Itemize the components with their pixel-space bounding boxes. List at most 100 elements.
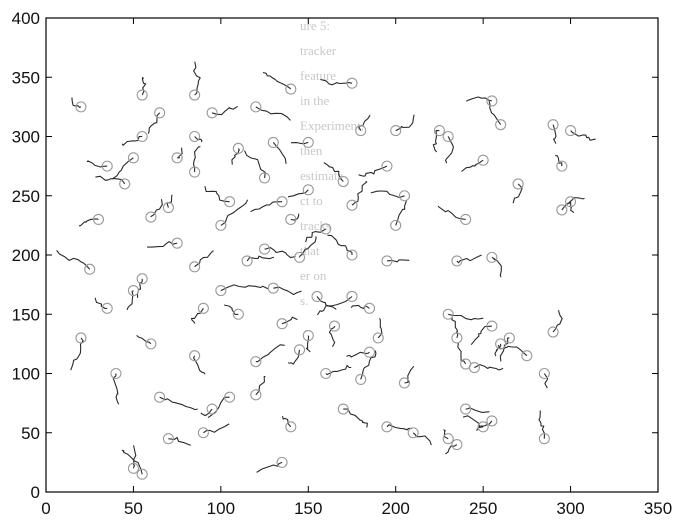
data-point-marker [215, 219, 227, 231]
y-tick-label: 300 [12, 128, 40, 147]
trajectory-track [305, 335, 311, 353]
trajectory-track [358, 165, 388, 177]
data-point-marker [127, 284, 139, 297]
data-point-marker [224, 391, 236, 403]
data-point-marker [398, 377, 411, 389]
data-point-marker [460, 403, 472, 415]
data-point-marker [503, 332, 515, 344]
data-point-marker [337, 175, 349, 188]
trajectory-track [461, 159, 484, 172]
data-point-marker [206, 107, 218, 119]
y-tick-label: 0 [31, 483, 40, 502]
y-tick-label: 100 [12, 365, 40, 384]
data-point-marker [127, 152, 139, 164]
trajectory-track [432, 130, 440, 153]
data-point-marker [162, 433, 174, 445]
data-point-marker [547, 119, 559, 131]
trajectory-track [272, 142, 287, 164]
data-point-marker [495, 338, 507, 350]
y-tick-label: 400 [12, 9, 40, 28]
data-point-marker [390, 125, 402, 137]
data-point-marker [372, 332, 384, 344]
trajectory-track [112, 157, 134, 180]
x-tick-label: 300 [556, 499, 584, 518]
trajectory-track [287, 189, 309, 198]
data-point-marker [565, 196, 577, 208]
data-point-marker [346, 290, 358, 303]
data-point-marker [381, 255, 393, 267]
trajectory-track [56, 250, 91, 270]
data-point-marker [512, 178, 524, 190]
data-point-marker [250, 389, 262, 401]
trajectory-track [346, 351, 370, 358]
trajectory-track [126, 290, 134, 311]
x-tick-label: 250 [469, 499, 497, 518]
data-point-marker [468, 362, 480, 374]
trajectory-track [465, 96, 493, 102]
data-point-marker [320, 367, 332, 380]
trajectory-track [287, 349, 301, 365]
trajectory-track [538, 410, 546, 439]
trajectory-track [445, 444, 458, 455]
data-point-marker [346, 249, 358, 261]
data-point-marker [433, 125, 445, 137]
x-tick-label: 200 [382, 499, 410, 518]
trajectory-track [325, 364, 352, 376]
data-point-marker [75, 101, 87, 113]
trajectory-track [555, 154, 563, 167]
data-point-marker [355, 373, 367, 385]
trajectory-track [290, 141, 309, 145]
trajectory-track [443, 429, 449, 440]
trajectory-track [264, 246, 296, 259]
trajectory-track [136, 334, 152, 345]
data-point-marker [451, 332, 463, 344]
trajectory-track [552, 124, 557, 144]
trajectory-track [462, 415, 484, 429]
data-point-marker [101, 160, 113, 172]
trajectory-track [255, 106, 291, 121]
data-point-marker [285, 421, 297, 433]
data-point-marker [145, 211, 157, 223]
data-point-marker [267, 136, 279, 148]
data-point-marker [197, 302, 209, 314]
trajectory-track [412, 432, 432, 446]
trajectory-track [132, 445, 137, 469]
data-point-marker [442, 433, 454, 445]
trajectory-track [561, 196, 585, 211]
background-print-line: Experiment, [300, 118, 364, 133]
data-point-marker [215, 284, 227, 297]
data-point-marker [302, 136, 314, 148]
trajectory-track [358, 114, 371, 131]
trajectory-track [360, 350, 377, 380]
x-tick-label: 100 [207, 499, 235, 518]
data-point-marker [477, 154, 489, 166]
trajectory-track [220, 199, 249, 226]
data-point-marker [189, 166, 201, 178]
data-point-marker [259, 243, 271, 255]
trajectory-track [250, 201, 283, 213]
trajectory-track [570, 130, 596, 141]
data-point-marker [442, 130, 454, 143]
trajectory-track [470, 325, 492, 346]
trajectory-track [168, 436, 192, 446]
trajectory-track [465, 407, 490, 413]
x-tick-label: 150 [294, 499, 322, 518]
trajectory-track [444, 136, 454, 164]
data-point-marker [398, 190, 411, 202]
trajectory-track [456, 254, 482, 264]
trajectory-track [290, 213, 300, 221]
trajectory-track [386, 259, 410, 263]
data-point-marker [92, 213, 105, 225]
data-point-marker [381, 421, 393, 433]
data-point-marker [293, 251, 306, 263]
trajectory-track [494, 343, 502, 357]
trajectory-track [512, 183, 523, 204]
background-print-line: tracks [300, 218, 331, 233]
trajectory-track [316, 296, 353, 316]
data-point-marker [145, 338, 157, 350]
trajectory-track [193, 355, 206, 375]
trajectory-track [451, 317, 459, 339]
data-point-marker [259, 172, 271, 184]
data-point-marker [171, 237, 183, 249]
trajectory-track [404, 366, 415, 384]
